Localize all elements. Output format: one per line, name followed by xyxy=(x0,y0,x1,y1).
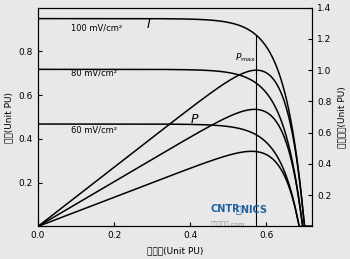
Y-axis label: 电流(Unit PU): 电流(Unit PU) xyxy=(4,91,13,142)
X-axis label: 端电压(Unit PU): 端电压(Unit PU) xyxy=(147,246,203,255)
Text: ⓄNICS: ⓄNICS xyxy=(235,204,267,214)
Text: $I$: $I$ xyxy=(146,18,152,31)
Y-axis label: 输出功率(Unit PU): 输出功率(Unit PU) xyxy=(337,86,346,148)
Text: $P_{\mathrm{max}}$: $P_{\mathrm{max}}$ xyxy=(236,52,257,64)
Text: CNTR: CNTR xyxy=(211,204,240,214)
Text: 60 mV/cm²: 60 mV/cm² xyxy=(71,126,117,135)
Text: $P$: $P$ xyxy=(190,113,199,126)
Text: 电子元件网.com: 电子元件网.com xyxy=(211,221,245,227)
Text: 100 mV/cm²: 100 mV/cm² xyxy=(71,24,122,33)
Text: 80 mV/cm²: 80 mV/cm² xyxy=(71,69,117,78)
